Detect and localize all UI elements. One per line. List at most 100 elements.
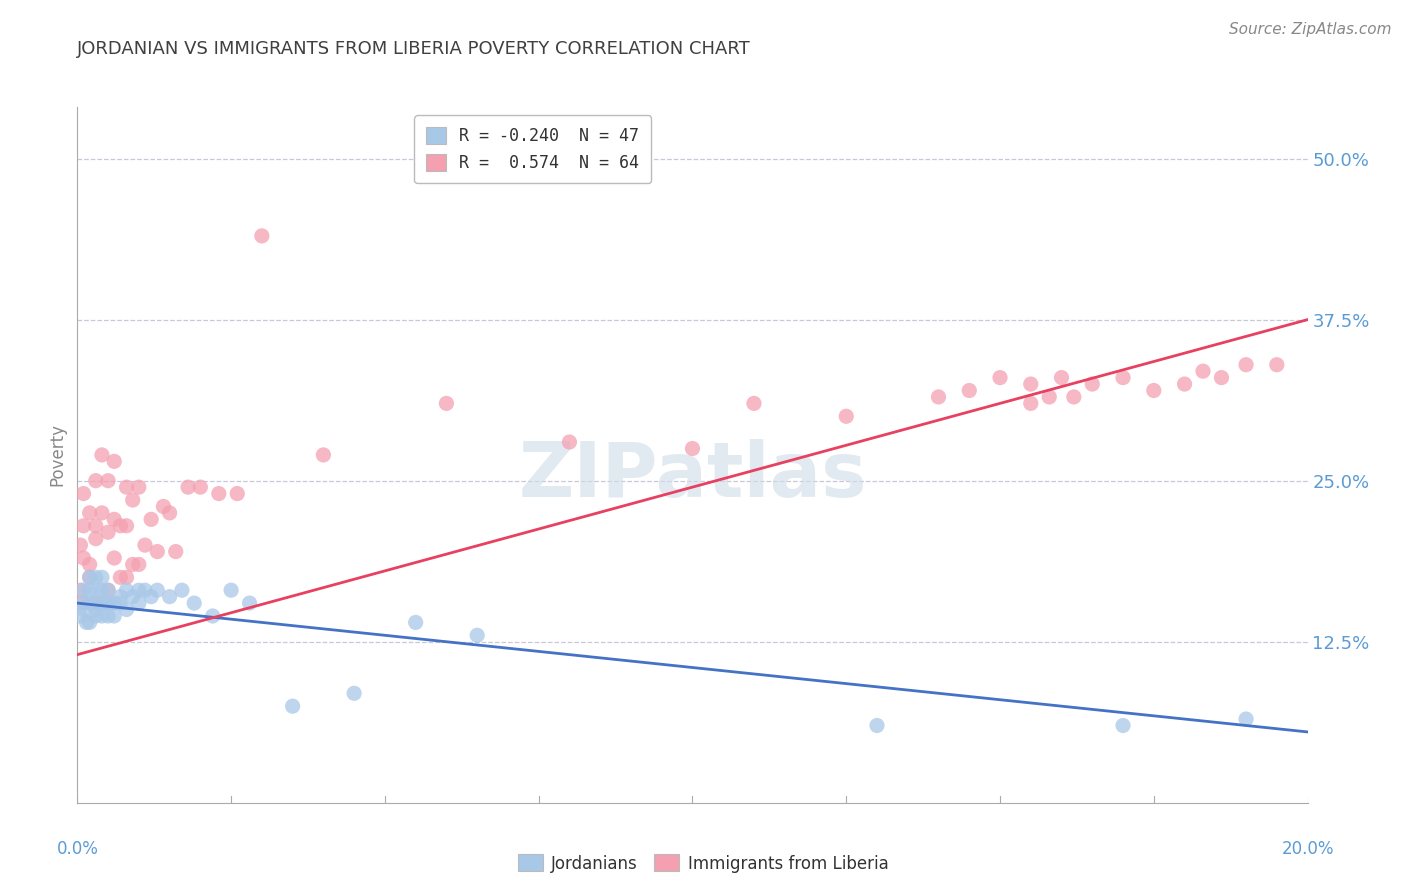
- Point: [1019, 396, 1042, 410]
- Point: [1081, 377, 1104, 392]
- Point: [84, 602, 107, 616]
- Point: [103, 454, 125, 468]
- Point: [115, 583, 138, 598]
- Point: [1234, 358, 1257, 372]
- Point: [72, 596, 94, 610]
- Point: [1019, 377, 1042, 392]
- Point: [76, 615, 98, 630]
- Point: [90, 448, 114, 462]
- Point: [72, 518, 94, 533]
- Point: [1174, 377, 1197, 392]
- Point: [1112, 370, 1135, 384]
- Point: [90, 609, 114, 624]
- Text: JORDANIAN VS IMMIGRANTS FROM LIBERIA POVERTY CORRELATION CHART: JORDANIAN VS IMMIGRANTS FROM LIBERIA POV…: [77, 40, 751, 58]
- Point: [97, 474, 120, 488]
- Point: [72, 486, 94, 500]
- Point: [115, 570, 138, 584]
- Text: 0.0%: 0.0%: [56, 840, 98, 858]
- Point: [1038, 390, 1060, 404]
- Point: [988, 370, 1011, 384]
- Point: [69, 583, 91, 598]
- Point: [103, 512, 125, 526]
- Point: [957, 384, 980, 398]
- Point: [72, 602, 94, 616]
- Point: [103, 551, 125, 566]
- Legend: Jordanians, Immigrants from Liberia: Jordanians, Immigrants from Liberia: [510, 847, 896, 880]
- Point: [110, 590, 132, 604]
- Point: [226, 486, 249, 500]
- Point: [134, 583, 156, 598]
- Point: [121, 558, 143, 572]
- Point: [69, 609, 91, 624]
- Point: [72, 551, 94, 566]
- Point: [183, 596, 205, 610]
- Point: [128, 596, 150, 610]
- Point: [110, 596, 132, 610]
- Point: [170, 583, 193, 598]
- Legend: R = -0.240  N = 47, R =  0.574  N = 64: R = -0.240 N = 47, R = 0.574 N = 64: [415, 115, 651, 184]
- Point: [208, 486, 231, 500]
- Point: [312, 448, 335, 462]
- Point: [72, 583, 94, 598]
- Point: [405, 615, 427, 630]
- Point: [159, 506, 181, 520]
- Point: [90, 570, 114, 584]
- Point: [928, 390, 950, 404]
- Point: [159, 590, 181, 604]
- Point: [128, 480, 150, 494]
- Text: 20.0%: 20.0%: [1281, 840, 1334, 858]
- Point: [188, 480, 212, 494]
- Text: ZIPatlas: ZIPatlas: [519, 439, 866, 513]
- Point: [115, 480, 138, 494]
- Point: [84, 474, 107, 488]
- Point: [141, 512, 163, 526]
- Point: [79, 570, 101, 584]
- Point: [84, 518, 107, 533]
- Point: [90, 596, 114, 610]
- Point: [128, 558, 150, 572]
- Point: [134, 538, 156, 552]
- Point: [79, 570, 101, 584]
- Point: [121, 493, 143, 508]
- Point: [1050, 370, 1073, 384]
- Point: [84, 596, 107, 610]
- Point: [97, 583, 120, 598]
- Point: [201, 609, 224, 624]
- Point: [165, 544, 187, 558]
- Point: [1234, 712, 1257, 726]
- Point: [79, 583, 101, 598]
- Point: [115, 602, 138, 616]
- Point: [141, 590, 163, 604]
- Point: [128, 583, 150, 598]
- Point: [558, 435, 581, 450]
- Point: [436, 396, 458, 410]
- Point: [84, 609, 107, 624]
- Point: [465, 628, 488, 642]
- Point: [835, 409, 858, 424]
- Point: [79, 506, 101, 520]
- Point: [97, 609, 120, 624]
- Point: [239, 596, 262, 610]
- Point: [84, 583, 107, 598]
- Point: [79, 596, 101, 610]
- Point: [84, 596, 107, 610]
- Point: [84, 532, 107, 546]
- Point: [79, 615, 101, 630]
- Point: [146, 544, 169, 558]
- Point: [97, 583, 120, 598]
- Point: [343, 686, 366, 700]
- Point: [1192, 364, 1215, 378]
- Point: [121, 590, 143, 604]
- Text: Source: ZipAtlas.com: Source: ZipAtlas.com: [1229, 22, 1392, 37]
- Point: [1265, 358, 1288, 372]
- Point: [110, 570, 132, 584]
- Point: [1112, 718, 1135, 732]
- Point: [79, 558, 101, 572]
- Point: [866, 718, 889, 732]
- Point: [90, 596, 114, 610]
- Point: [177, 480, 200, 494]
- Point: [90, 583, 114, 598]
- Point: [84, 570, 107, 584]
- Point: [281, 699, 304, 714]
- Point: [69, 538, 91, 552]
